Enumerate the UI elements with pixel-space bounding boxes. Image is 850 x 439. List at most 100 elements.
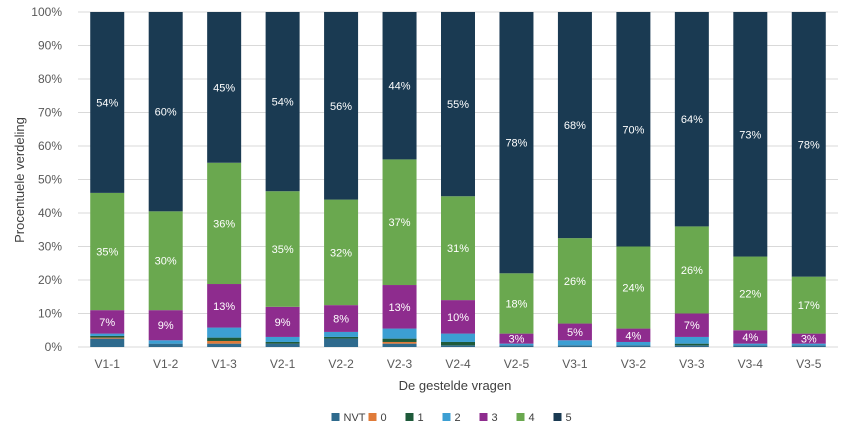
bar-segment-2 — [674, 336, 709, 344]
y-tick-label: 30% — [38, 240, 62, 254]
x-tick-label: V2-4 — [445, 357, 471, 371]
bar-segment-nvt — [90, 338, 125, 347]
bar-segment-2 — [148, 340, 183, 344]
data-label: 22% — [739, 288, 761, 300]
bar-segment-4 — [148, 211, 183, 311]
bar-segment-1 — [324, 336, 359, 339]
bar-segment-nvt — [441, 345, 475, 347]
bar-segment-3 — [148, 310, 183, 341]
data-label: 54% — [272, 97, 294, 109]
legend-label: 0 — [381, 412, 387, 424]
data-label: 54% — [96, 97, 118, 109]
bar-segment-3 — [733, 330, 768, 344]
bar-segment-5 — [265, 12, 300, 192]
bar-segment-1 — [207, 337, 242, 341]
data-label: 26% — [681, 265, 703, 277]
legend-swatch — [442, 413, 451, 421]
bar-segment-2 — [324, 331, 359, 337]
x-tick-label: V3-4 — [738, 357, 764, 371]
bar-segment-4 — [207, 162, 242, 285]
x-axis-title: De gestelde vragen — [399, 378, 512, 393]
x-tick-label: V1-2 — [153, 357, 179, 371]
y-tick-label: 10% — [38, 307, 62, 321]
bar-segment-3 — [265, 306, 300, 337]
bar-segment-1 — [265, 341, 300, 344]
data-label: 9% — [275, 317, 291, 329]
legend-label: NVT — [344, 412, 366, 424]
bar-segment-2 — [382, 328, 417, 339]
bar-stack-v1-2: 9% 30% 60% — [148, 12, 183, 347]
bar-stack-v1-1: 7% 35% 54% — [90, 12, 125, 347]
legend-swatch — [516, 413, 525, 421]
bar-segment-2 — [791, 343, 826, 346]
data-label: 8% — [333, 314, 349, 326]
data-label: 17% — [798, 300, 820, 312]
legend-label: 1 — [418, 412, 424, 424]
y-tick-label: 0% — [45, 340, 63, 354]
data-label: 26% — [564, 276, 586, 288]
data-label: 45% — [213, 82, 235, 94]
bar-segment-nvt — [207, 343, 242, 347]
bar-segment-3 — [674, 313, 709, 337]
data-label: 60% — [155, 107, 177, 119]
bars: 7% 35% 54% 9% 30% 60% 13% 36% 45% 9% 35% 54% 8% 32% 56… — [90, 12, 826, 347]
y-tick-label: 20% — [38, 273, 62, 287]
bar-stack-v3-2: 4% 24% 70% — [616, 12, 651, 347]
bar-segment-nvt — [265, 343, 300, 347]
data-label: 9% — [158, 320, 174, 332]
bar-segment-5 — [148, 12, 183, 212]
data-label: 13% — [389, 302, 411, 314]
bar-segment-2 — [265, 336, 300, 342]
data-label: 78% — [798, 139, 820, 151]
data-label: 7% — [684, 320, 700, 332]
bar-segment-nvt — [674, 345, 709, 347]
y-axis-title: Procentuele verdeling — [12, 117, 27, 243]
bar-segment-4 — [265, 191, 300, 307]
bar-segment-2 — [441, 333, 475, 342]
bar-segment-4 — [90, 192, 125, 311]
x-tick-label: V2-5 — [504, 357, 530, 371]
bar-stack-v1-3: 13% 36% 45% — [207, 12, 242, 347]
data-label: 18% — [505, 298, 527, 310]
data-label: 35% — [272, 244, 294, 256]
bar-segment-3 — [499, 333, 534, 344]
data-label: 30% — [155, 256, 177, 268]
bar-stack-v2-4: 10% 31% 55% — [441, 12, 475, 347]
bar-segment-nvt — [733, 345, 768, 347]
bar-segment-2 — [557, 340, 592, 346]
bar-segment-4 — [616, 246, 651, 329]
bar-segment-4 — [674, 226, 709, 314]
y-tick-label: 80% — [38, 72, 62, 86]
bar-stack-v2-3: 13% 37% 44% — [382, 12, 417, 347]
bar-segment-nvt — [791, 345, 826, 347]
data-label: 55% — [447, 99, 469, 111]
y-tick-label: 70% — [38, 106, 62, 120]
data-label: 10% — [447, 312, 469, 324]
data-label: 4% — [742, 332, 758, 344]
y-tick-label: 60% — [38, 139, 62, 153]
legend-label: 4 — [529, 412, 535, 424]
legend-item-5: 5 — [553, 412, 572, 424]
bar-stack-v2-2: 8% 32% 56% — [324, 12, 359, 347]
data-label: 36% — [213, 218, 235, 230]
bar-stack-v2-5: 3% 18% 78% — [499, 12, 534, 347]
data-label: 31% — [447, 243, 469, 255]
data-label: 78% — [505, 138, 527, 150]
bar-segment-1 — [441, 341, 475, 346]
x-tick-label: V1-1 — [95, 357, 121, 371]
bar-segment-5 — [90, 12, 125, 193]
bar-segment-nvt — [148, 343, 183, 347]
bar-segment-5 — [674, 12, 709, 227]
bar-segment-4 — [791, 276, 826, 334]
x-tick-label: V3-5 — [796, 357, 822, 371]
bar-segment-3 — [557, 323, 592, 341]
bar-stack-v3-3: 7% 26% 64% — [674, 12, 709, 347]
data-label: 3% — [801, 334, 817, 346]
bar-segment-5 — [733, 12, 768, 257]
y-tick-label: 50% — [38, 173, 62, 187]
data-label: 35% — [96, 247, 118, 259]
bar-segment-5 — [791, 12, 826, 277]
data-label: 7% — [99, 317, 115, 329]
data-label: 56% — [330, 101, 352, 113]
